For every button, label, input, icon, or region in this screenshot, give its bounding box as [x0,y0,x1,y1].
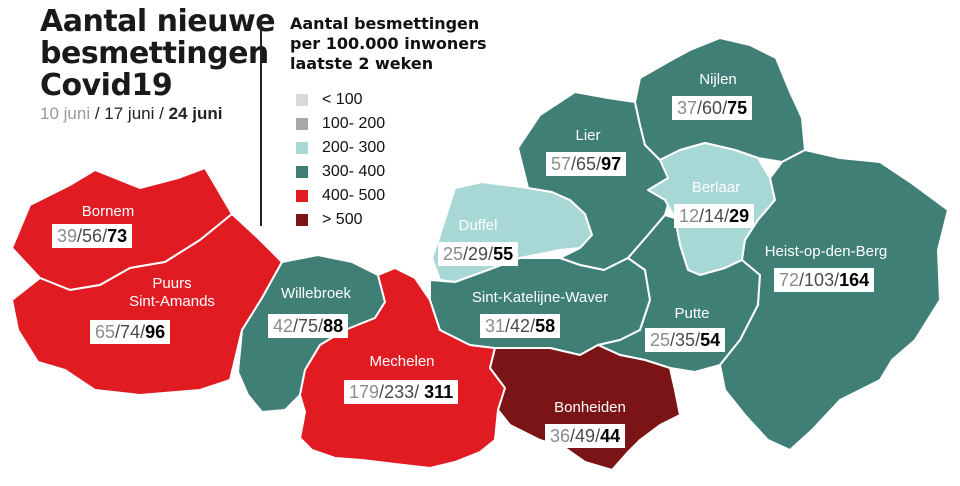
value-10-juni: 179 [349,382,380,402]
legend-item: > 500 [296,208,385,232]
value-17-juni: 29 [468,244,489,264]
value-10-juni: 72 [779,270,800,290]
legend-label: 400- 500 [322,187,386,204]
legend-swatch-200-300 [296,142,308,154]
region-bonheiden[interactable] [489,344,681,471]
value-10-juni: 37 [677,98,698,118]
legend-swatch-gt500 [296,214,308,226]
label-willebroek: Willebroek [281,285,352,302]
label-bonheiden: Bonheiden [554,399,626,416]
value-box-berlaar: 12/14/29 [674,204,755,228]
legend-item: 100- 200 [296,112,385,136]
value-24-juni: 44 [600,426,621,446]
divider-line [260,18,262,226]
label-nijlen: Nijlen [699,71,737,88]
value-24-juni: 55 [493,244,514,264]
value-24-juni: 75 [727,98,748,118]
value-24-juni: 54 [700,330,721,350]
legend-swatch-400-500 [296,190,308,202]
legend-label: < 100 [322,91,363,108]
date-sep: / [154,104,164,123]
value-24-juni: 29 [729,206,750,226]
value-17-juni: 75 [298,316,319,336]
value-10-juni: 25 [650,330,671,350]
value-24-juni: 58 [535,316,556,336]
value-box-sint-katelijne-waver: 31/42/58 [480,314,561,338]
title-line-2: besmettingen [40,36,269,71]
value-24-juni: 97 [601,154,622,174]
label-lier: Lier [575,127,600,144]
legend-label: 200- 300 [322,139,386,156]
value-box-bornem: 39/56/73 [52,224,133,248]
value-24-juni: 311 [424,382,454,402]
label-puurs: Puurs [152,275,191,292]
legend-title-line-3: laatste 2 weken [290,54,434,73]
legend-item: 300- 400 [296,160,385,184]
value-24-juni: 164 [839,270,870,290]
value-17-juni: 103 [804,270,835,290]
value-24-juni: 96 [145,322,166,342]
legend-swatch-100-200 [296,118,308,130]
date-10-juni: 10 juni [40,104,91,123]
value-10-juni: 25 [443,244,464,264]
label-duffel: Duffel [459,217,498,234]
label-sint-amands: Sint-Amands [129,293,215,310]
value-17-juni: 60 [702,98,723,118]
label-heist-op-den-berg: Heist-op-den-Berg [765,243,888,260]
legend-item: 200- 300 [296,136,385,160]
legend-label: 300- 400 [322,163,386,180]
value-10-juni: 12 [679,206,700,226]
value-17-juni: 35 [675,330,696,350]
date-sep: / [90,104,100,123]
value-10-juni: 42 [273,316,294,336]
legend-swatch-300-400 [296,166,308,178]
label-putte: Putte [674,305,709,322]
value-17-juni: 65 [576,154,597,174]
value-box-bonheiden: 36/49/44 [545,424,626,448]
value-17-juni: 233 [384,382,415,402]
legend-label: > 500 [322,211,363,228]
value-box-heist-op-den-berg: 72/103/164 [774,268,875,292]
value-box-puurs-sint-amands: 65/74/96 [90,320,171,344]
region-labels: Bornem Puurs Sint-Amands Willebroek Mech… [82,71,888,416]
value-17-juni: 56 [82,226,103,246]
date-17-juni: 17 juni [104,104,155,123]
value-17-juni: 74 [120,322,141,342]
value-box-lier: 57/65/97 [546,152,627,176]
label-sint-katelijne-waver: Sint-Katelijne-Waver [472,289,608,306]
value-box-mechelen: 179/233/ 311 [344,380,459,404]
legend-swatch-lt100 [296,94,308,106]
value-17-juni: 14 [704,206,725,226]
legend-item: < 100 [296,88,385,112]
value-box-willebroek: 42/75/88 [268,314,349,338]
region-heist-op-den-berg[interactable] [719,149,949,451]
value-10-juni: 39 [57,226,78,246]
legend-label: 100- 200 [322,115,386,132]
value-10-juni: 65 [95,322,116,342]
value-10-juni: 57 [551,154,572,174]
value-10-juni: 31 [485,316,506,336]
legend: < 100 100- 200 200- 300 300- 400 400- 50… [296,88,385,232]
legend-title: Aantal besmettingen per 100.000 inwoners… [290,14,487,74]
value-24-juni: 73 [107,226,128,246]
map-title: Aantal nieuwe besmettingen Covid19 [40,4,276,103]
date-24-juni: 24 juni [168,104,223,123]
value-box-putte: 25/35/54 [645,328,726,352]
value-box-duffel: 25/29/55 [438,242,519,266]
value-24-juni: 88 [323,316,344,336]
title-line-3: Covid19 [40,68,173,103]
value-box-nijlen: 37/60/75 [672,96,753,120]
value-17-juni: 49 [575,426,596,446]
label-mechelen: Mechelen [369,353,434,370]
legend-title-line-1: Aantal besmettingen [290,14,480,33]
value-17-juni: 42 [510,316,531,336]
date-legend: 10 juni / 17 juni / 24 juni [40,104,222,124]
legend-item: 400- 500 [296,184,385,208]
legend-title-line-2: per 100.000 inwoners [290,34,487,53]
label-bornem: Bornem [82,203,135,220]
label-berlaar: Berlaar [692,179,740,196]
value-10-juni: 36 [550,426,571,446]
title-line-1: Aantal nieuwe [40,4,276,39]
